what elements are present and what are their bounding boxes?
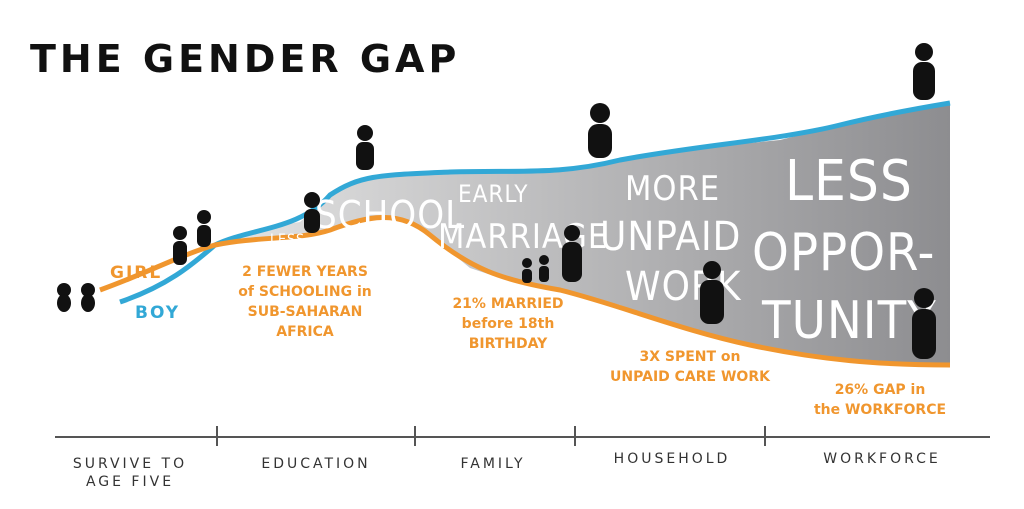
annotation: AFRICA bbox=[276, 324, 334, 340]
gap-label: SCHOOL bbox=[315, 193, 465, 237]
stage-label: AGE FIVE bbox=[86, 474, 174, 490]
annotation: 2 FEWER YEARS bbox=[242, 264, 368, 280]
annotation: 3X SPENT on bbox=[639, 349, 740, 365]
figures bbox=[57, 43, 936, 359]
stage-label: FAMILY bbox=[460, 456, 525, 472]
gap-label: TUNITY bbox=[761, 291, 937, 351]
annotation: of SCHOOLING in bbox=[238, 284, 371, 300]
annotation: 21% MARRIED bbox=[452, 296, 563, 312]
annotation: 26% GAP in bbox=[835, 382, 926, 398]
boy-label: BOY bbox=[135, 303, 180, 323]
stage-label: EDUCATION bbox=[261, 456, 370, 472]
gap-label: MARRIAGE bbox=[438, 217, 608, 257]
gap-label: LESS bbox=[785, 149, 913, 214]
gap-label: WORK bbox=[625, 264, 742, 310]
gap-label: LESS bbox=[270, 232, 305, 248]
girl-label: GIRL bbox=[110, 263, 162, 283]
gap-label: EARLY bbox=[458, 180, 528, 208]
timeline-ticks bbox=[216, 426, 766, 446]
title: THE GENDER GAP bbox=[30, 37, 460, 81]
stage-label: SURVIVE TO bbox=[73, 456, 187, 472]
gap-label: MORE bbox=[625, 169, 720, 209]
annotation: BIRTHDAY bbox=[469, 336, 548, 352]
annotation: before 18th bbox=[462, 316, 555, 332]
gap-label: OPPOR- bbox=[752, 223, 935, 283]
annotation: UNPAID CARE WORK bbox=[610, 369, 771, 385]
gap-area bbox=[215, 103, 950, 365]
stage-label: WORKFORCE bbox=[823, 451, 941, 467]
annotation: the WORKFORCE bbox=[814, 402, 946, 418]
gap-label: UNPAID bbox=[600, 214, 741, 260]
stage-label: HOUSEHOLD bbox=[614, 451, 731, 467]
annotation: SUB-SAHARAN bbox=[248, 304, 363, 320]
girl-line bbox=[99, 215, 951, 368]
